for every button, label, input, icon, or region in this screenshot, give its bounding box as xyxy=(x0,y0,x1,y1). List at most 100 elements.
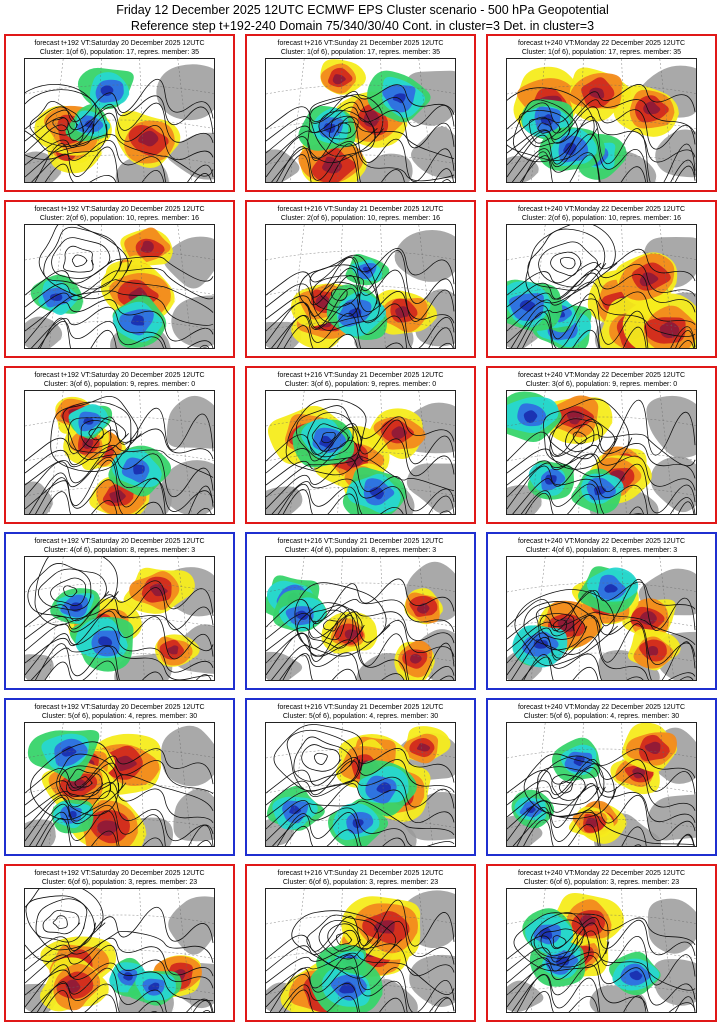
graticule xyxy=(507,723,696,846)
geopotential-map xyxy=(265,888,456,1013)
graticule xyxy=(507,391,696,514)
geopotential-map xyxy=(265,224,456,349)
panel-forecast-line: forecast t+216 VT:Sunday 21 December 202… xyxy=(277,372,444,379)
anomaly-shading xyxy=(507,391,655,514)
graticule xyxy=(507,889,696,1012)
cluster-panel: forecast t+192 VT:Saturday 20 December 2… xyxy=(4,366,235,524)
geopotential-contours xyxy=(266,578,455,680)
map-canvas xyxy=(266,557,455,680)
panel-cluster-line: Cluster: 6(of 6), population: 3, repres.… xyxy=(41,879,198,886)
figure-title: Friday 12 December 2025 12UTC ECMWF EPS … xyxy=(116,3,609,17)
graticule xyxy=(25,889,214,1012)
geopotential-contours xyxy=(507,748,696,846)
panel-title: forecast t+216 VT:Sunday 21 December 202… xyxy=(247,869,474,887)
graticule xyxy=(507,225,696,348)
cluster-panel: forecast t+240 VT:Monday 22 December 202… xyxy=(486,366,717,524)
figure-header: Friday 12 December 2025 12UTC ECMWF EPS … xyxy=(0,2,725,34)
geopotential-map xyxy=(24,58,215,183)
graticule xyxy=(25,225,214,348)
map-canvas xyxy=(266,391,455,514)
map-canvas xyxy=(25,225,214,348)
graticule xyxy=(266,225,455,348)
map-canvas xyxy=(266,225,455,348)
panel-title: forecast t+192 VT:Saturday 20 December 2… xyxy=(6,537,233,555)
panel-forecast-line: forecast t+216 VT:Sunday 21 December 202… xyxy=(277,538,444,545)
panel-title: forecast t+192 VT:Saturday 20 December 2… xyxy=(6,703,233,721)
panel-cluster-line: Cluster: 4(of 6), population: 8, repres.… xyxy=(43,547,196,554)
geopotential-contours xyxy=(266,724,455,846)
geopotential-contours xyxy=(266,398,455,514)
graticule xyxy=(266,557,455,680)
graticule xyxy=(25,557,214,680)
panel-title: forecast t+192 VT:Saturday 20 December 2… xyxy=(6,869,233,887)
graticule xyxy=(25,391,214,514)
anomaly-shading xyxy=(290,253,441,348)
cluster-panel: forecast t+240 VT:Monday 22 December 202… xyxy=(486,532,717,690)
panel-forecast-line: forecast t+240 VT:Monday 22 December 202… xyxy=(517,206,686,213)
map-canvas xyxy=(507,391,696,514)
geopotential-map xyxy=(506,390,697,515)
panel-cluster-line: Cluster: 3(of 6), population: 9, repres.… xyxy=(525,381,678,388)
graticule xyxy=(266,59,455,182)
panel-forecast-line: forecast t+240 VT:Monday 22 December 202… xyxy=(517,870,686,877)
geopotential-contours xyxy=(266,899,455,1012)
panel-cluster-line: Cluster: 4(of 6), population: 8, repres.… xyxy=(284,547,437,554)
panel-title: forecast t+240 VT:Monday 22 December 202… xyxy=(488,537,715,555)
panel-title: forecast t+240 VT:Monday 22 December 202… xyxy=(488,869,715,887)
geopotential-contours xyxy=(25,78,214,182)
cluster-panel-grid: forecast t+192 VT:Saturday 20 December 2… xyxy=(4,34,721,1022)
map-canvas xyxy=(266,723,455,846)
geopotential-map xyxy=(24,224,215,349)
panel-cluster-line: Cluster: 6(of 6), population: 3, repres.… xyxy=(282,879,439,886)
geopotential-map xyxy=(506,224,697,349)
map-canvas xyxy=(507,723,696,846)
geopotential-contours xyxy=(507,912,696,1012)
panel-title: forecast t+192 VT:Saturday 20 December 2… xyxy=(6,371,233,389)
geopotential-map xyxy=(24,722,215,847)
panel-forecast-line: forecast t+240 VT:Monday 22 December 202… xyxy=(517,538,686,545)
panel-cluster-line: Cluster: 2(of 6), population: 10, repres… xyxy=(280,215,441,222)
geopotential-map xyxy=(265,58,456,183)
cluster-panel: forecast t+192 VT:Saturday 20 December 2… xyxy=(4,532,235,690)
map-canvas xyxy=(507,59,696,182)
map-canvas xyxy=(25,557,214,680)
geopotential-map xyxy=(265,390,456,515)
anomaly-shading xyxy=(50,567,203,672)
panel-cluster-line: Cluster: 5(of 6), population: 4, repres.… xyxy=(282,713,439,720)
graticule xyxy=(25,59,214,182)
geopotential-map xyxy=(265,556,456,681)
panel-forecast-line: forecast t+192 VT:Saturday 20 December 2… xyxy=(34,206,205,213)
geopotential-contours xyxy=(25,741,214,846)
cluster-panel: forecast t+240 VT:Monday 22 December 202… xyxy=(486,864,717,1022)
panel-cluster-line: Cluster: 1(of 6), population: 17, repres… xyxy=(280,49,441,56)
panel-cluster-line: Cluster: 6(of 6), population: 3, repres.… xyxy=(523,879,680,886)
cluster-panel: forecast t+192 VT:Saturday 20 December 2… xyxy=(4,864,235,1022)
cluster-panel: forecast t+240 VT:Monday 22 December 202… xyxy=(486,698,717,856)
panel-cluster-line: Cluster: 4(of 6), population: 8, repres.… xyxy=(525,547,678,554)
panel-title: forecast t+240 VT:Monday 22 December 202… xyxy=(488,703,715,721)
panel-title: forecast t+240 VT:Monday 22 December 202… xyxy=(488,39,715,57)
geopotential-contours xyxy=(266,84,455,182)
map-canvas xyxy=(266,889,455,1012)
geopotential-map xyxy=(24,888,215,1013)
panel-cluster-line: Cluster: 2(of 6), population: 10, repres… xyxy=(39,215,200,222)
panel-cluster-line: Cluster: 1(of 6), population: 17, repres… xyxy=(521,49,682,56)
anomaly-shading xyxy=(30,227,178,348)
cluster-panel: forecast t+216 VT:Sunday 21 December 202… xyxy=(245,864,476,1022)
graticule xyxy=(266,391,455,514)
panel-title: forecast t+216 VT:Sunday 21 December 202… xyxy=(247,703,474,721)
panel-forecast-line: forecast t+192 VT:Saturday 20 December 2… xyxy=(34,372,205,379)
cluster-panel: forecast t+216 VT:Sunday 21 December 202… xyxy=(245,366,476,524)
panel-cluster-line: Cluster: 5(of 6), population: 4, repres.… xyxy=(523,713,680,720)
geopotential-contours xyxy=(507,398,696,514)
geopotential-map xyxy=(506,556,697,681)
panel-title: forecast t+216 VT:Sunday 21 December 202… xyxy=(247,205,474,223)
map-canvas xyxy=(507,889,696,1012)
cluster-panel: forecast t+216 VT:Sunday 21 December 202… xyxy=(245,200,476,358)
map-canvas xyxy=(25,889,214,1012)
cluster-panel: forecast t+216 VT:Sunday 21 December 202… xyxy=(245,34,476,192)
geopotential-map xyxy=(506,722,697,847)
panel-cluster-line: Cluster: 1(of 6), population: 17, repres… xyxy=(39,49,200,56)
geopotential-contours xyxy=(25,557,214,680)
geopotential-map xyxy=(506,58,697,183)
